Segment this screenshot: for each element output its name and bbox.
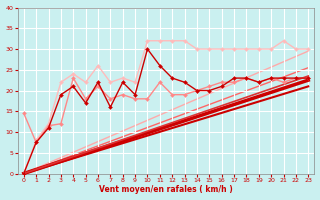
X-axis label: Vent moyen/en rafales ( km/h ): Vent moyen/en rafales ( km/h ): [99, 185, 233, 194]
